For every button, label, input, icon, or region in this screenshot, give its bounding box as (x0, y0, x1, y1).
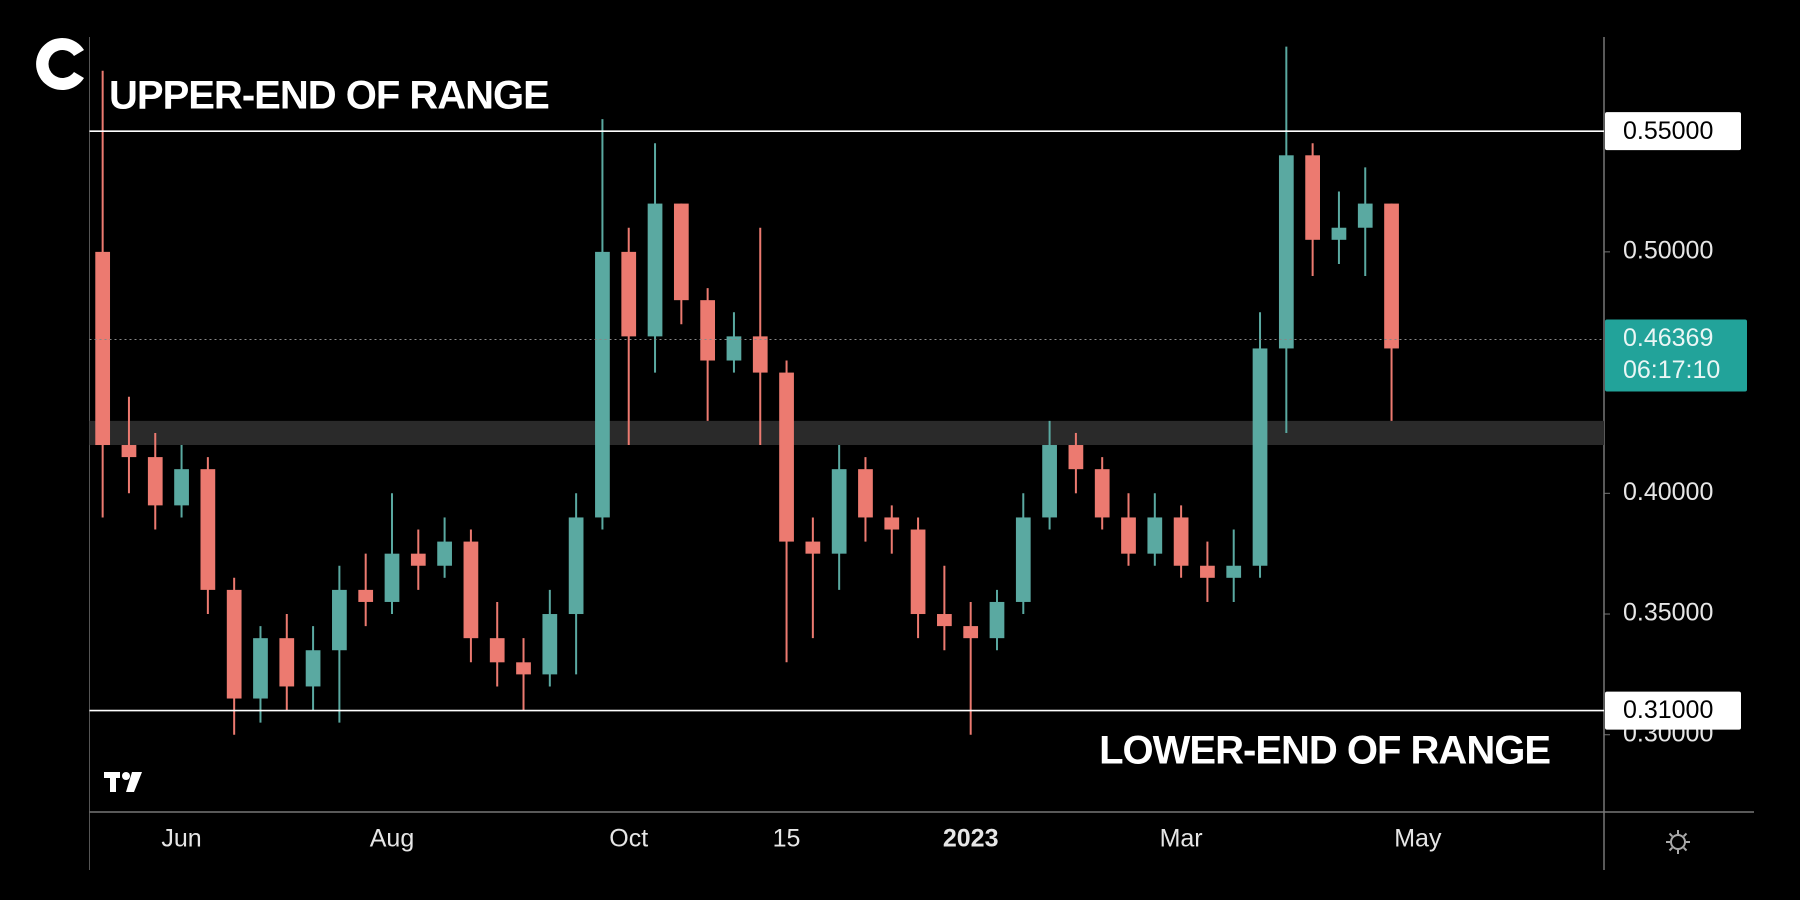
candle-body (174, 469, 189, 506)
candle-body (1226, 565, 1242, 578)
brand-logo (36, 38, 85, 90)
level-label: 0.31000 (1623, 696, 1713, 724)
candle-body (831, 469, 847, 554)
candle-body (1278, 155, 1294, 349)
countdown-label: 06:17:10 (1623, 356, 1720, 384)
current-price-box (1605, 319, 1747, 392)
candle-body (805, 541, 821, 554)
candle-body (779, 372, 794, 542)
candle-body (542, 614, 558, 675)
candle-body (410, 553, 426, 566)
candle-body (568, 517, 584, 615)
annotation: LOWER-END OF RANGE (1099, 729, 1550, 773)
candle-body (437, 541, 452, 566)
tradingview-logo (104, 772, 142, 792)
candle-body (1094, 469, 1110, 518)
x-tick-label: 15 (773, 825, 801, 853)
y-tick-label: 0.50000 (1623, 236, 1713, 264)
candle-body (752, 336, 768, 373)
candle-body (1252, 348, 1268, 566)
candle-body (358, 589, 374, 602)
candle-body (1173, 517, 1189, 566)
candle-body (1305, 155, 1320, 240)
candle-body (253, 638, 268, 699)
x-tick-label: May (1394, 825, 1442, 853)
candle-body (121, 445, 137, 458)
candle-body (884, 517, 900, 530)
candle-body (1068, 445, 1084, 470)
candle-body (1015, 517, 1031, 602)
candle-body (700, 300, 716, 361)
candle-body (463, 541, 479, 639)
price-zone (89, 420, 1604, 446)
y-tick-label: 0.40000 (1623, 478, 1713, 506)
candle-body (937, 614, 952, 627)
candle-body (226, 589, 242, 699)
candle-body (1200, 565, 1215, 578)
candle-body (673, 203, 689, 301)
candle-body (1147, 517, 1163, 554)
candle-body (621, 251, 637, 337)
level-label-box (1605, 691, 1741, 730)
x-tick-label: Oct (609, 825, 648, 853)
candle-body (147, 457, 163, 506)
annotation: UPPER-END OF RANGE (109, 74, 549, 118)
candle-body (516, 662, 531, 675)
candle-body (279, 638, 295, 687)
x-tick-label: Jun (161, 825, 201, 853)
settings-button[interactable] (1666, 830, 1690, 854)
candle-body (384, 553, 400, 602)
candle-body (647, 203, 663, 337)
candle-body (963, 626, 979, 639)
candle-body (1357, 203, 1373, 228)
x-tick-label: Mar (1160, 825, 1203, 853)
level-label: 0.55000 (1623, 117, 1713, 145)
candle-body (200, 469, 216, 590)
candle-body (1384, 203, 1399, 349)
candle-body (305, 650, 321, 687)
current-price-label: 0.46369 (1623, 324, 1713, 352)
candle-body (489, 638, 505, 663)
y-tick-label: 0.35000 (1623, 599, 1713, 627)
candle-body (910, 529, 926, 615)
candle-body (95, 251, 111, 446)
candle-body (1331, 227, 1347, 240)
candle-body (858, 469, 873, 518)
candle-body (1121, 517, 1136, 554)
candle-body (332, 589, 347, 651)
candle-body (1042, 445, 1057, 518)
candle-body (595, 251, 610, 518)
x-tick-label: 2023 (943, 825, 999, 853)
x-tick-label: Aug (370, 825, 414, 853)
plot-area (89, 46, 1604, 735)
level-label-box (1605, 112, 1741, 151)
candle-body (726, 336, 742, 361)
candle-body (989, 601, 1005, 639)
